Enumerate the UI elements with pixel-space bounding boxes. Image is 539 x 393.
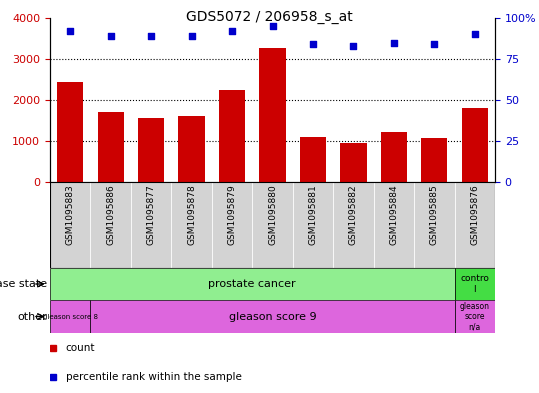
Text: GSM1095884: GSM1095884: [389, 185, 398, 245]
Bar: [300, 137, 326, 182]
Text: GSM1095883: GSM1095883: [66, 185, 75, 245]
Text: gleason
score
n/a: gleason score n/a: [460, 301, 490, 331]
Bar: [98, 112, 124, 182]
Bar: [454, 300, 495, 333]
Bar: [138, 118, 164, 182]
Bar: [91, 182, 131, 268]
Bar: [259, 48, 286, 182]
Text: GSM1095885: GSM1095885: [430, 185, 439, 245]
Point: [187, 33, 196, 39]
Text: disease state: disease state: [0, 279, 47, 289]
Bar: [414, 182, 454, 268]
Text: GSM1095876: GSM1095876: [470, 185, 479, 245]
Bar: [333, 182, 374, 268]
Text: GSM1095881: GSM1095881: [308, 185, 317, 245]
Point: [390, 39, 398, 46]
Point: [106, 33, 115, 39]
Bar: [178, 116, 205, 182]
Bar: [454, 182, 495, 268]
Point: [349, 43, 358, 49]
Text: GSM1095877: GSM1095877: [147, 185, 156, 245]
Text: GSM1095886: GSM1095886: [106, 185, 115, 245]
Bar: [252, 182, 293, 268]
Bar: [212, 182, 252, 268]
Bar: [50, 300, 91, 333]
Bar: [171, 182, 212, 268]
Bar: [91, 300, 454, 333]
Text: count: count: [66, 343, 95, 353]
Text: prostate cancer: prostate cancer: [209, 279, 296, 289]
Text: gleason score 8: gleason score 8: [43, 314, 98, 320]
Bar: [219, 90, 245, 182]
Text: GSM1095882: GSM1095882: [349, 185, 358, 245]
Text: GSM1095879: GSM1095879: [227, 185, 237, 245]
Text: gleason score 9: gleason score 9: [229, 312, 316, 321]
Bar: [340, 143, 367, 182]
Text: GDS5072 / 206958_s_at: GDS5072 / 206958_s_at: [186, 10, 353, 24]
Text: GSM1095880: GSM1095880: [268, 185, 277, 245]
Bar: [57, 82, 84, 182]
Point: [471, 31, 479, 38]
Bar: [381, 132, 407, 182]
Bar: [421, 138, 447, 182]
Point: [147, 33, 155, 39]
Bar: [50, 182, 91, 268]
Text: percentile rank within the sample: percentile rank within the sample: [66, 372, 241, 382]
Bar: [461, 108, 488, 182]
Bar: [374, 182, 414, 268]
Point: [66, 28, 74, 34]
Bar: [131, 182, 171, 268]
Text: other: other: [18, 312, 47, 321]
Point: [228, 28, 237, 34]
Text: GSM1095878: GSM1095878: [187, 185, 196, 245]
Point: [268, 23, 277, 29]
Bar: [454, 268, 495, 300]
Text: contro
l: contro l: [460, 274, 489, 294]
Point: [309, 41, 317, 48]
Point: [430, 41, 439, 48]
Bar: [293, 182, 333, 268]
